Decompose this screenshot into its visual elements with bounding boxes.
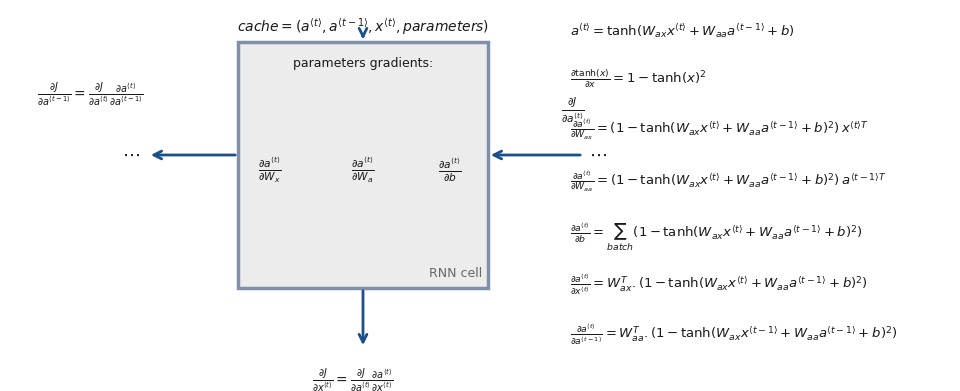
Text: $\frac{\partial a^{\langle t \rangle}}{\partial W_a}$: $\frac{\partial a^{\langle t \rangle}}{\… xyxy=(351,155,374,185)
Text: RNN cell: RNN cell xyxy=(429,267,482,280)
Text: $\frac{\partial J}{\partial a^{\langle t-1 \rangle}} = \frac{\partial J}{\partia: $\frac{\partial J}{\partial a^{\langle t… xyxy=(37,81,144,109)
Text: parameters gradients:: parameters gradients: xyxy=(293,57,433,70)
Text: $\cdots$: $\cdots$ xyxy=(589,146,607,164)
Text: $\cdots$: $\cdots$ xyxy=(122,146,140,164)
Text: $\frac{\partial \tanh(x)}{\partial x} = 1 - \tanh(x)^2$: $\frac{\partial \tanh(x)}{\partial x} = … xyxy=(570,68,707,90)
Text: $\frac{\partial a^{\langle t \rangle}}{\partial b}$: $\frac{\partial a^{\langle t \rangle}}{\… xyxy=(438,156,462,184)
Text: $\frac{\partial a^{\langle t \rangle}}{\partial x^{\langle t \rangle}} = W_{ax}^: $\frac{\partial a^{\langle t \rangle}}{\… xyxy=(570,272,868,297)
Text: $\frac{\partial a^{\langle t \rangle}}{\partial b} = \sum_{batch} (1 - \tanh(W_{: $\frac{\partial a^{\langle t \rangle}}{\… xyxy=(570,222,863,253)
Text: $\frac{\partial J}{\partial x^{\langle t \rangle}} = \frac{\partial J}{\partial : $\frac{\partial J}{\partial x^{\langle t… xyxy=(312,366,394,391)
Text: $cache = (a^{\langle t \rangle},a^{\langle t-1 \rangle},x^{\langle t \rangle},pa: $cache = (a^{\langle t \rangle},a^{\lang… xyxy=(237,16,489,37)
Text: $\frac{\partial a^{\langle t \rangle}}{\partial W_x}$: $\frac{\partial a^{\langle t \rangle}}{\… xyxy=(258,155,282,185)
Text: $\frac{\partial a^{\langle t \rangle}}{\partial W_{ax}} = (1 - \tanh(W_{ax}x^{\l: $\frac{\partial a^{\langle t \rangle}}{\… xyxy=(570,118,869,142)
Text: $a^{\langle t \rangle} = \tanh(W_{ax}x^{\langle t \rangle} + W_{aa}a^{\langle t-: $a^{\langle t \rangle} = \tanh(W_{ax}x^{… xyxy=(570,22,795,40)
Text: $\frac{\partial J}{\partial a^{\langle t \rangle}}$: $\frac{\partial J}{\partial a^{\langle t… xyxy=(562,95,585,125)
Text: $\frac{\partial a^{\langle t \rangle}}{\partial W_{aa}} = (1 - \tanh(W_{ax}x^{\l: $\frac{\partial a^{\langle t \rangle}}{\… xyxy=(570,170,886,194)
Text: $\frac{\partial a^{\langle t \rangle}}{\partial a^{\langle t-1 \rangle}} = W_{aa: $\frac{\partial a^{\langle t \rangle}}{\… xyxy=(570,322,898,347)
Bar xyxy=(238,42,488,288)
